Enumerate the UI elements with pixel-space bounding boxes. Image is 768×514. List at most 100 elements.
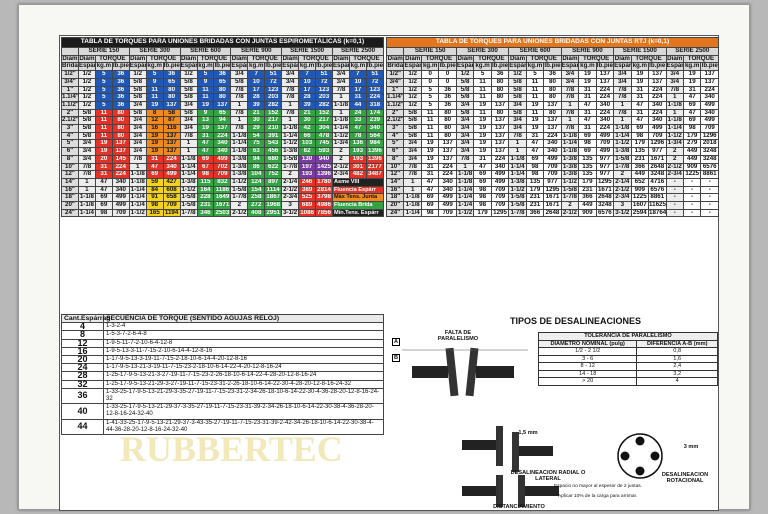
blank-cell — [385, 47, 405, 56]
table-cell: 5 — [420, 93, 440, 102]
table-cell: 5/8 — [403, 116, 422, 126]
table-cell: 98 — [473, 185, 492, 195]
unit-cell: lb.pie — [365, 62, 385, 72]
table-cell: 11 — [94, 124, 113, 133]
table-cell: 752 — [264, 170, 283, 179]
table-cell: 282 — [264, 100, 283, 110]
unit-cell: Espár — [128, 62, 147, 72]
table-cell: 7/8 — [332, 85, 350, 95]
distance-diagram-icon — [462, 475, 559, 507]
table-cell: 340 — [213, 139, 232, 149]
table-cell: - — [665, 208, 684, 218]
table-cell: 69 — [420, 193, 440, 203]
table-cell: 2 — [560, 201, 580, 210]
table-cell: 193 — [348, 154, 367, 164]
table-cell: 137 — [700, 70, 719, 79]
table-cell: 1-1/8 — [560, 147, 580, 156]
table-cell: 1194 — [162, 208, 181, 218]
table-row: 16" 1 47 340 1-1/4 84 608 1-1/2 164 1186 1-5/8 154 1… — [61, 185, 384, 195]
label-3mm: 3 mm — [683, 444, 699, 450]
table-cell: 239 — [365, 116, 385, 126]
unit-cell: Brida — [61, 62, 79, 72]
tol-head-diam: DIAMETRO NOMINAL (pulg) — [537, 339, 638, 348]
table-cell: 1-1/4 — [455, 185, 475, 195]
table-cell: 6576 — [648, 185, 667, 195]
header-cell: TORQUE — [473, 54, 510, 64]
table-cell: 340 — [595, 100, 615, 110]
table-cell: 984 — [365, 139, 385, 149]
sequence-text: 1-17-9-5-13-21-3-19-11-7-15-23-2-18-10-6… — [103, 363, 384, 373]
table-cell: 340 — [595, 116, 615, 126]
table-cell: 7/8 — [230, 85, 249, 95]
header-cell: Diám — [665, 54, 684, 64]
table-cell: 3/4 — [179, 100, 198, 110]
table-cell: 1 — [179, 139, 198, 149]
table-cell: 7/8 — [230, 93, 249, 102]
table-cell: 1/2 — [179, 70, 198, 79]
unit-cell: kg.m — [578, 62, 597, 72]
table-cell: 1-1/4 — [403, 208, 422, 218]
table-cell: 7/8 — [560, 124, 580, 133]
table-cell: 47 — [145, 162, 164, 172]
table-cell: 5 — [525, 70, 545, 79]
table-cell: 33 — [348, 116, 367, 126]
table-cell: 224 — [648, 85, 667, 95]
table-cell: 137 — [111, 139, 130, 149]
table-cell: 11 — [525, 77, 545, 87]
table-cell: 1 — [281, 116, 300, 126]
table-cell: 137 — [490, 147, 510, 156]
table-cell: 18" — [61, 193, 79, 203]
table-cell: 47 — [420, 185, 440, 195]
table-cell: 36 — [543, 70, 562, 79]
table-cell: 1671 — [595, 185, 615, 195]
table-cell: 3248 — [595, 201, 615, 210]
table-cell: 1 — [230, 100, 249, 110]
table-cell: 47 — [525, 147, 545, 156]
table-cell: 7/8 — [403, 162, 422, 172]
unit-cell: lb.pie — [264, 62, 283, 72]
table-cell: 2503 — [213, 208, 232, 218]
table-cell: 1-1/4 — [128, 185, 147, 195]
table-cell: 18" — [385, 193, 405, 203]
table-cell: 94 — [213, 116, 232, 126]
table-cell: 2 — [332, 154, 350, 164]
unit-cell: Espár — [77, 62, 96, 72]
table-cell: 1-1/8 — [332, 116, 350, 126]
sequence-text: 1-25-17-9-5-13-21-3-27-19-11-7-15-23-2-2… — [103, 371, 384, 381]
table-cell: 36 — [111, 85, 130, 95]
table-cell: 1 — [665, 108, 684, 118]
table-cell: 5 — [145, 70, 164, 79]
table-cell: 24" — [61, 208, 79, 218]
table-cell: 340 — [543, 139, 562, 149]
header-cell: Diám — [179, 54, 198, 64]
table-cell: 1/2 — [403, 85, 422, 95]
table-cell: 7/8 — [403, 170, 422, 179]
table-cell: 17 — [247, 85, 266, 95]
table-row: 20" 1-1/8 69 499 1-1/4 98 709 1-5/8 231 1671 2 449 3… — [385, 201, 719, 210]
table-cell: 5/8 — [455, 77, 475, 87]
table-cell: 80 — [111, 116, 130, 126]
table-cell: 449 — [578, 201, 597, 210]
table-cell: 0 — [438, 70, 457, 79]
table-cell: 19 — [525, 116, 545, 126]
table-cell: 21 — [247, 108, 266, 118]
sequence-row: 20 1-17-9-5-13-3-19-11-7-15-2-18-10-6-14-… — [61, 354, 384, 365]
unit-cell: kg.m — [473, 62, 492, 72]
table-cell: 2 — [665, 154, 684, 164]
table-cell: 16" — [385, 185, 405, 195]
table-cell: 19 — [578, 77, 597, 87]
table-cell: 16" — [61, 185, 79, 195]
table-cell: 31 — [525, 131, 545, 141]
table-cell: 19 — [578, 70, 597, 79]
table-row: 2.1/2" 5/8 11 80 3/4 19 137 3/4 19 137 1 47 340 1 47 34… — [385, 116, 719, 126]
table-cell: Mín.Tens. Espárr — [332, 208, 384, 218]
table-cell: 499 — [490, 170, 510, 179]
table-cell: 3" — [61, 124, 79, 133]
table-cell: 3/4 — [128, 139, 147, 149]
table-cell: 11 — [473, 108, 492, 118]
table-cell: 658 — [162, 193, 181, 203]
table-cell: 1.1/4" — [61, 93, 79, 102]
table-cell: 1225 — [682, 170, 702, 179]
table-cell: 36 — [438, 85, 457, 95]
table-cell: 31 — [630, 93, 650, 102]
